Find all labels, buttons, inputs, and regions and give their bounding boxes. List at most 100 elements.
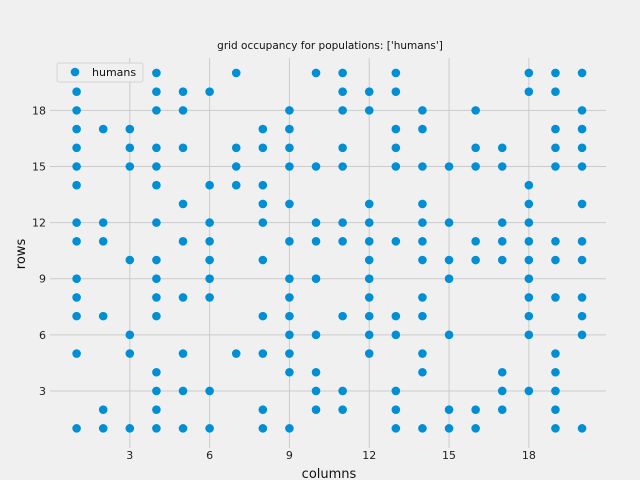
- legend-marker: [70, 67, 80, 77]
- data-point: [72, 180, 81, 190]
- data-point: [418, 162, 427, 171]
- data-point: [364, 218, 374, 227]
- data-point: [231, 180, 241, 190]
- data-point: [258, 349, 268, 358]
- x-tick-label: 6: [206, 449, 213, 462]
- data-point: [551, 255, 560, 265]
- data-point: [524, 199, 534, 209]
- data-point: [524, 237, 534, 246]
- data-point: [471, 255, 480, 265]
- data-point: [551, 124, 560, 134]
- data-point: [524, 180, 534, 190]
- data-point: [338, 237, 347, 246]
- data-point: [125, 162, 135, 171]
- data-point: [178, 143, 188, 153]
- data-point: [577, 68, 587, 78]
- x-tick-label: 18: [522, 449, 536, 462]
- data-points: [72, 68, 587, 433]
- data-point: [178, 87, 188, 96]
- data-point: [98, 218, 108, 227]
- data-point: [258, 405, 268, 414]
- data-point: [471, 424, 480, 433]
- data-point: [551, 386, 560, 396]
- data-point: [231, 349, 241, 358]
- data-point: [391, 68, 401, 78]
- data-point: [258, 143, 268, 153]
- data-point: [258, 218, 268, 227]
- data-point: [577, 199, 587, 209]
- data-point: [285, 367, 294, 377]
- data-point: [98, 124, 108, 134]
- data-point: [338, 162, 347, 171]
- data-point: [178, 237, 188, 246]
- data-point: [577, 424, 587, 433]
- data-point: [444, 274, 454, 284]
- data-point: [72, 274, 81, 284]
- data-point: [72, 349, 81, 358]
- data-point: [72, 162, 81, 171]
- data-point: [178, 199, 188, 209]
- data-point: [418, 218, 427, 227]
- data-point: [391, 87, 401, 96]
- data-point: [524, 330, 534, 340]
- data-point: [364, 311, 374, 321]
- data-point: [551, 405, 560, 414]
- y-tick-labels: 3 6 9 12 15 18: [32, 104, 46, 398]
- data-point: [231, 143, 241, 153]
- data-point: [391, 311, 401, 321]
- data-point: [205, 293, 214, 302]
- data-point: [152, 162, 161, 171]
- y-tick-label: 15: [32, 160, 46, 173]
- data-point: [444, 218, 454, 227]
- data-point: [338, 386, 347, 396]
- data-point: [444, 424, 454, 433]
- data-point: [72, 237, 81, 246]
- data-point: [72, 311, 81, 321]
- data-point: [258, 199, 268, 209]
- data-point: [551, 424, 560, 433]
- data-point: [152, 311, 161, 321]
- data-point: [338, 143, 347, 153]
- y-tick-label: 6: [39, 329, 46, 342]
- data-point: [258, 424, 268, 433]
- data-point: [418, 237, 427, 246]
- x-axis-label: columns: [302, 467, 357, 480]
- data-point: [391, 330, 401, 340]
- data-point: [444, 162, 454, 171]
- data-point: [471, 106, 480, 115]
- legend-label: humans: [92, 66, 136, 79]
- data-point: [418, 424, 427, 433]
- data-point: [285, 293, 294, 302]
- data-point: [497, 162, 507, 171]
- data-point: [577, 293, 587, 302]
- data-point: [577, 330, 587, 340]
- data-point: [152, 180, 161, 190]
- data-point: [418, 124, 427, 134]
- data-point: [471, 405, 480, 414]
- data-point: [72, 87, 81, 96]
- chart-title: grid occupancy for populations: ['humans…: [217, 40, 443, 52]
- x-tick-label: 3: [126, 449, 133, 462]
- data-point: [551, 162, 560, 171]
- data-point: [524, 293, 534, 302]
- data-point: [524, 311, 534, 321]
- data-point: [471, 237, 480, 246]
- data-point: [577, 162, 587, 171]
- data-point: [364, 199, 374, 209]
- data-point: [524, 218, 534, 227]
- data-point: [444, 405, 454, 414]
- data-point: [152, 274, 161, 284]
- data-point: [338, 405, 347, 414]
- data-point: [178, 293, 188, 302]
- data-point: [285, 274, 294, 284]
- data-point: [285, 424, 294, 433]
- data-point: [551, 68, 560, 78]
- data-point: [391, 143, 401, 153]
- data-point: [364, 293, 374, 302]
- data-point: [258, 124, 268, 134]
- data-point: [178, 386, 188, 396]
- data-point: [364, 106, 374, 115]
- data-point: [125, 143, 135, 153]
- data-point: [524, 274, 534, 284]
